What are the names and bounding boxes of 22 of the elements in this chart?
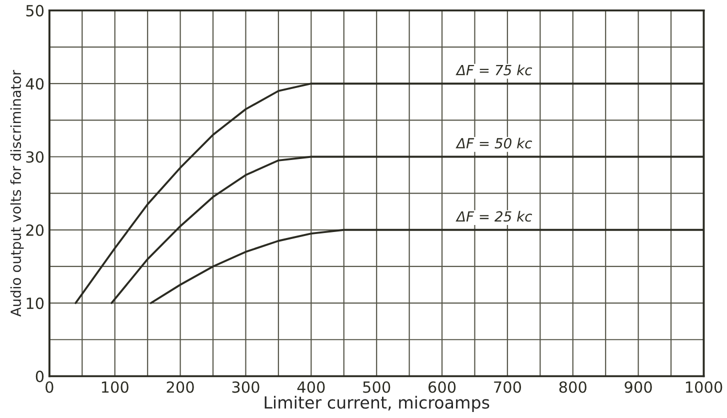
x-tick-label: 1000 (686, 381, 722, 393)
x-tick-label: 500 (363, 381, 390, 393)
x-tick-label: 0 (46, 381, 54, 393)
y-axis-title: Audio output volts for discriminator (10, 70, 24, 317)
x-tick-label: 300 (232, 381, 260, 393)
x-tick-label: 800 (559, 381, 586, 393)
y-tick-label: 30 (26, 151, 44, 163)
x-tick-label: 100 (102, 381, 128, 393)
x-tick-label: 600 (428, 381, 456, 393)
y-tick-label: 50 (26, 4, 44, 16)
y-tick-label: 20 (26, 224, 44, 236)
series-label: ΔF = 75 kc (456, 64, 532, 76)
y-tick-label: 0 (36, 370, 44, 382)
series-label: ΔF = 25 kc (456, 210, 532, 222)
y-tick-label: 10 (26, 298, 44, 310)
x-tick-label: 200 (166, 381, 194, 393)
series-label: ΔF = 50 kc (456, 138, 532, 149)
x-tick-label: 400 (297, 381, 325, 393)
x-axis-title: Limiter current, microamps (264, 396, 490, 412)
x-tick-label: 700 (494, 381, 522, 393)
x-tick-label: 900 (624, 381, 652, 393)
y-tick-label: 40 (26, 78, 44, 90)
